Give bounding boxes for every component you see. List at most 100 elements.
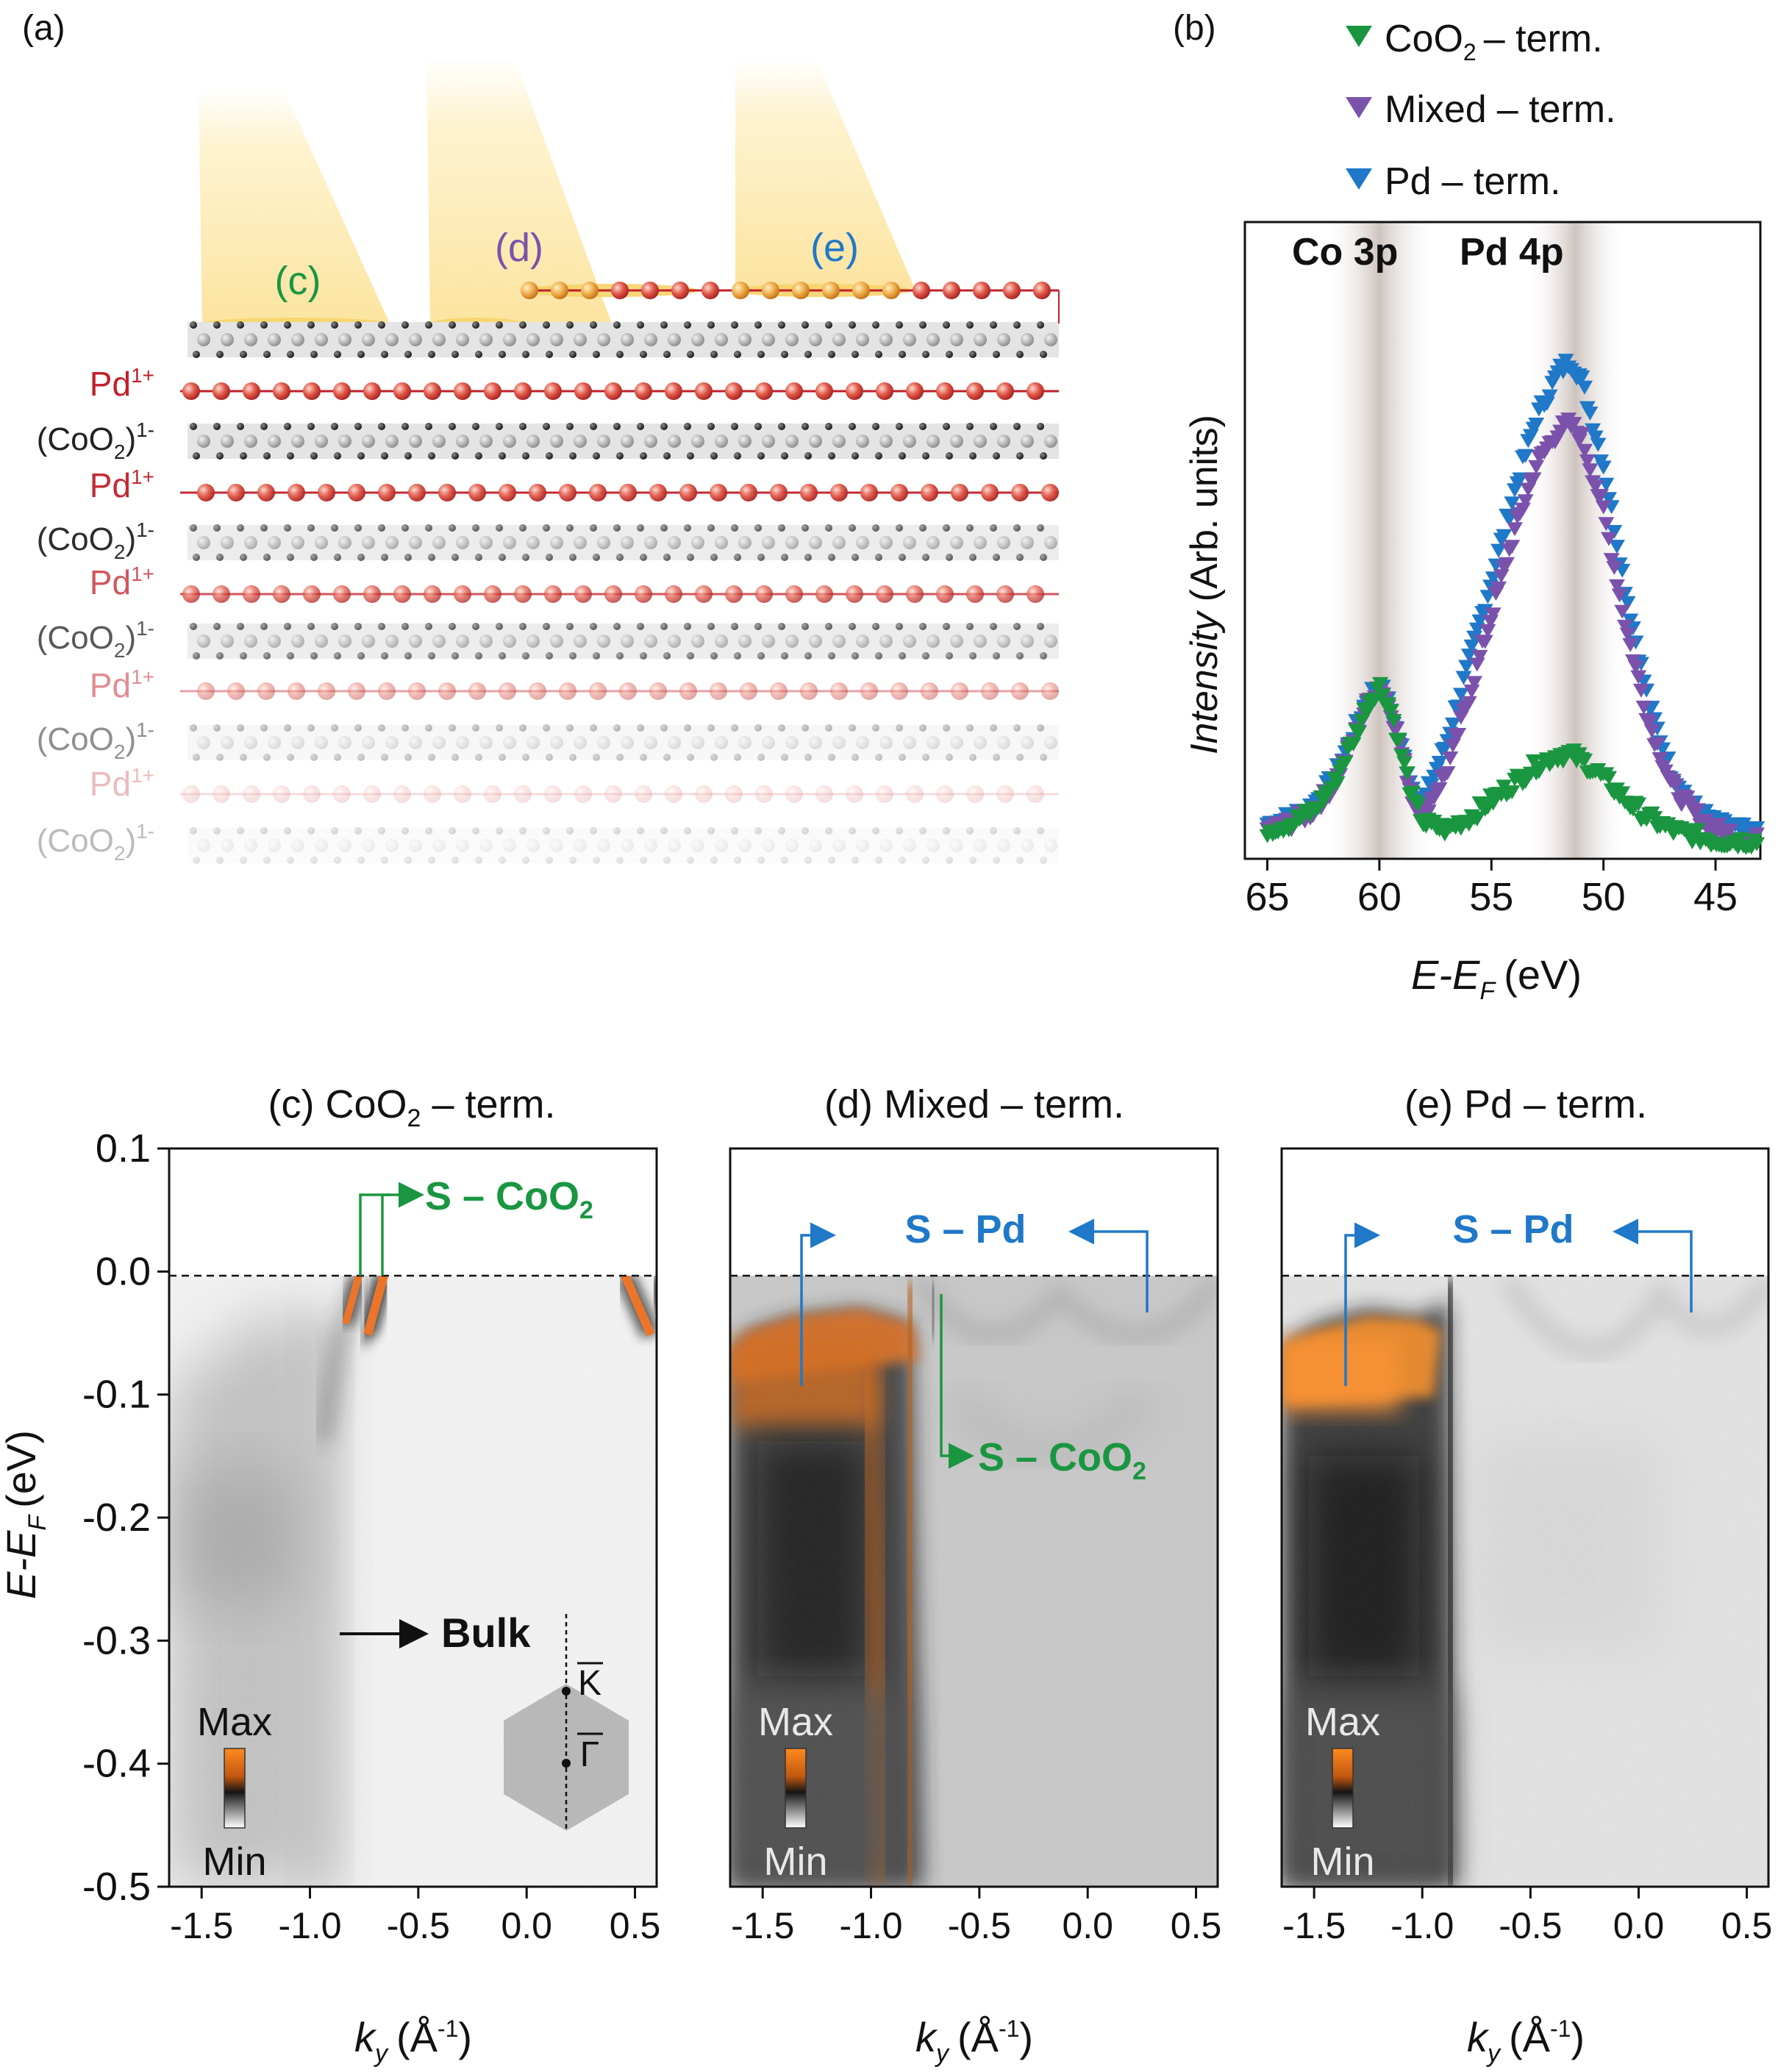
cobalt-atom	[315, 536, 328, 549]
arpes-x-axis-label-e: ky (Å-1)	[1467, 2014, 1585, 2068]
cobalt-atom	[738, 333, 751, 346]
oxygen-atom	[943, 524, 950, 532]
oxygen-atom	[1016, 554, 1024, 561]
data-point	[1600, 532, 1617, 546]
data-point	[1525, 754, 1542, 769]
oxygen-atom	[237, 321, 244, 329]
x-tick-label: 55	[1469, 875, 1513, 919]
cobalt-atom	[526, 333, 540, 346]
oxygen-atom	[731, 423, 738, 430]
oxygen-atom	[193, 554, 200, 561]
pd-atom	[996, 585, 1014, 603]
cobalt-atom	[809, 435, 822, 448]
data-point	[1582, 463, 1599, 478]
data-point	[1490, 543, 1507, 558]
data-point	[1579, 454, 1596, 468]
oxygen-atom	[543, 423, 550, 430]
oxygen-atom	[593, 351, 600, 358]
data-point	[1496, 529, 1513, 543]
data-point	[1444, 717, 1461, 732]
oxygen-atom	[381, 452, 388, 460]
cobalt-atom	[809, 333, 822, 346]
pd-atom-surface	[1033, 282, 1051, 299]
oxygen-atom	[663, 351, 671, 358]
data-point	[1598, 517, 1615, 532]
pd-atom	[1027, 585, 1044, 603]
oxygen-atom	[404, 554, 412, 561]
colorbar-d: Max Min	[758, 1700, 833, 1884]
data-point	[1393, 749, 1410, 763]
y-tick-label: -0.2	[82, 1496, 151, 1540]
data-point	[1477, 604, 1493, 618]
legend-marker	[1346, 97, 1372, 118]
pd-atom	[649, 484, 667, 501]
pd-atom	[604, 382, 622, 400]
data-point	[1504, 496, 1521, 511]
data-point	[1385, 713, 1402, 728]
cobalt-atom	[927, 435, 940, 448]
oxygen-atom	[451, 452, 459, 460]
s-coo2-label-c: S – CoO2	[425, 1174, 593, 1224]
data-point	[1668, 778, 1685, 793]
legend-label: Mixed – term.	[1385, 88, 1616, 131]
pd-label: Pd1+	[90, 665, 154, 704]
oxygen-atom	[240, 452, 247, 460]
pd-atom	[966, 585, 984, 603]
pd-atom	[182, 382, 200, 400]
data-point	[1520, 482, 1537, 497]
legend-label: Pd – term.	[1385, 160, 1560, 203]
oxygen-atom	[190, 423, 197, 430]
data-point	[1477, 635, 1493, 649]
peak-label-co3p: Co 3p	[1292, 231, 1398, 274]
colorbar-e: Max Min	[1305, 1700, 1380, 1884]
data-point	[1315, 794, 1332, 809]
cobalt-atom	[221, 435, 234, 448]
legend-item-coo2: CoO2– term.	[1346, 18, 1603, 65]
data-point	[1587, 430, 1604, 445]
oxygen-atom	[849, 524, 856, 532]
oxygen-atom	[566, 524, 574, 532]
oxygen-atom	[1013, 623, 1021, 630]
data-point	[1504, 785, 1521, 800]
data-point	[1466, 676, 1483, 690]
data-point	[1463, 685, 1480, 699]
pd-atom	[695, 382, 713, 400]
oxygen-atom	[828, 554, 835, 561]
cobalt-atom	[1044, 536, 1057, 549]
data-point	[1493, 569, 1510, 584]
arpes-image-d	[730, 1148, 1218, 1887]
cobalt-atom	[362, 435, 375, 448]
oxygen-atom	[569, 351, 576, 358]
arpes-frame-d	[729, 1147, 1219, 1888]
oxygen-atom	[687, 554, 694, 561]
x-tick-label: -1.0	[1390, 1905, 1454, 1946]
oxygen-atom	[428, 452, 435, 460]
oxygen-atom	[707, 423, 715, 430]
panel-a-label: (a)	[22, 9, 65, 48]
pd-atom-surface	[701, 282, 719, 299]
data-point	[1396, 756, 1413, 771]
oxygen-atom	[240, 554, 247, 561]
oxygen-atom	[334, 554, 341, 561]
cobalt-atom	[856, 435, 869, 448]
x-tick-label: -1.5	[731, 1905, 794, 1946]
oxygen-atom	[260, 321, 268, 329]
oxygen-atom	[263, 452, 271, 460]
oxygen-atom	[922, 554, 929, 561]
oxygen-atom	[590, 423, 597, 430]
pd-atom	[740, 484, 757, 501]
oxygen-atom	[284, 321, 291, 329]
y-tick-label: -0.3	[82, 1618, 151, 1662]
depth-fade	[173, 632, 1074, 882]
data-point	[1749, 837, 1765, 851]
s-pd-arrow-right-e	[1613, 1218, 1693, 1312]
oxygen-atom	[637, 321, 644, 329]
oxygen-atom	[687, 452, 694, 460]
oxygen-atom	[899, 554, 906, 561]
oxygen-atom	[922, 351, 929, 358]
cobalt-atom	[291, 333, 304, 346]
oxygen-atom	[684, 321, 691, 329]
pd-atom	[635, 585, 652, 603]
oxygen-atom	[687, 351, 694, 358]
data-point	[1577, 753, 1593, 768]
